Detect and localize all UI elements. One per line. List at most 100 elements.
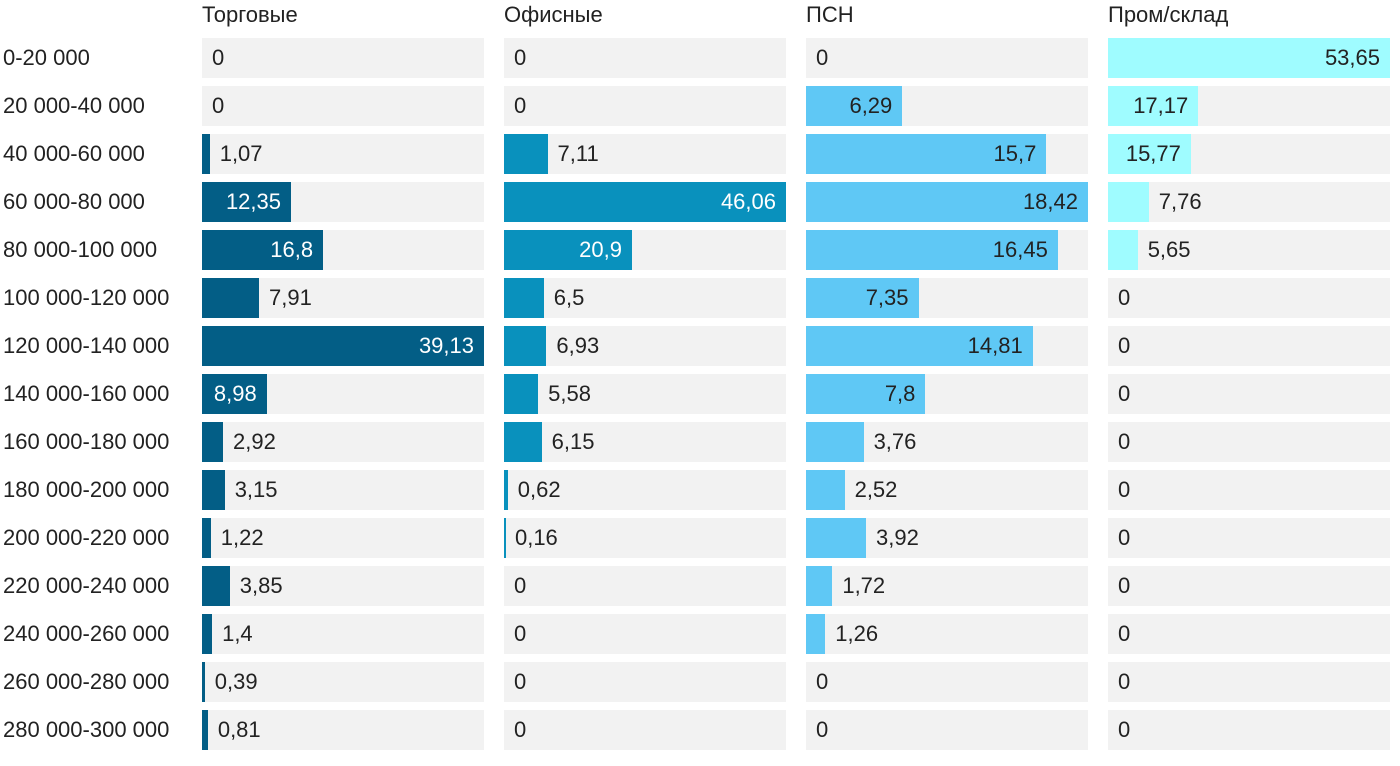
value-label: 0,39	[214, 669, 258, 694]
bar	[202, 134, 210, 174]
value-label: 0	[514, 717, 527, 742]
value-label: 0	[1118, 525, 1131, 550]
bar	[504, 182, 786, 222]
value-label: 16,8	[270, 237, 314, 262]
value-label: 0	[514, 621, 527, 646]
bar	[806, 326, 1033, 366]
bar-track: 0	[504, 38, 786, 78]
bar	[202, 662, 205, 702]
bar-track: 0	[504, 86, 786, 126]
bar-track: 5,58	[504, 374, 786, 414]
category-label: 280 000-300 000	[3, 717, 170, 742]
value-label: 7,8	[884, 381, 916, 406]
bar-track: 6,15	[504, 422, 786, 462]
bar-track: 20,9	[504, 230, 786, 270]
category-label: 80 000-100 000	[3, 237, 158, 262]
bar-track: 0,16	[504, 518, 786, 558]
bar-track: 6,29	[806, 86, 1088, 126]
value-label: 6,93	[556, 333, 600, 358]
bar-track: 5,65	[1108, 230, 1390, 270]
category-label: 100 000-120 000	[3, 285, 170, 310]
bar-track: 1,26	[806, 614, 1088, 654]
bar-track: 1,22	[202, 518, 484, 558]
category-label: 0-20 000	[3, 45, 90, 70]
bar-track: 8,98	[202, 374, 484, 414]
category-label: 240 000-260 000	[3, 621, 170, 646]
bar-track: 0	[1108, 518, 1390, 558]
value-label: 3,92	[876, 525, 919, 550]
value-label: 15,77	[1125, 141, 1181, 166]
bar	[202, 374, 267, 414]
bar-track: 15,7	[806, 134, 1088, 174]
value-label: 0	[816, 717, 829, 742]
bar-track: 1,4	[202, 614, 484, 654]
bar	[504, 422, 542, 462]
value-label: 1,72	[842, 573, 886, 598]
bar	[806, 470, 845, 510]
bar	[202, 710, 208, 750]
series-header: Офисные	[504, 2, 603, 27]
value-label: 46,06	[720, 189, 776, 214]
value-label: 0	[1118, 621, 1131, 646]
bar	[1108, 38, 1390, 78]
bar-track: 3,85	[202, 566, 484, 606]
value-label: 0	[212, 93, 225, 118]
bar-track: 7,8	[806, 374, 1088, 414]
value-label: 14,81	[967, 333, 1023, 358]
bar-track: 53,65	[1108, 38, 1390, 78]
value-label: 2,92	[233, 429, 276, 454]
value-label: 5,58	[548, 381, 591, 406]
bar-track: 15,77	[1108, 134, 1390, 174]
bar-track: 6,5	[504, 278, 786, 318]
category-label: 260 000-280 000	[3, 669, 170, 694]
bar	[806, 422, 864, 462]
bar-track: 1,07	[202, 134, 484, 174]
bar-track: 0	[1108, 614, 1390, 654]
category-label: 220 000-240 000	[3, 573, 170, 598]
bar-track: 16,45	[806, 230, 1088, 270]
bar	[806, 230, 1058, 270]
bar	[202, 470, 225, 510]
bar-track: 7,91	[202, 278, 484, 318]
category-label: 20 000-40 000	[3, 93, 145, 118]
value-label: 0	[1118, 669, 1131, 694]
value-label: 18,42	[1022, 189, 1078, 214]
bar	[806, 182, 1088, 222]
bar-track: 14,81	[806, 326, 1088, 366]
value-label: 0	[514, 93, 527, 118]
bar	[806, 374, 926, 414]
series-header: ПСН	[806, 2, 854, 27]
value-label: 0,81	[217, 717, 261, 742]
series-header: Пром/склад	[1108, 2, 1229, 27]
bar	[806, 134, 1047, 174]
bar-track: 0,39	[202, 662, 484, 702]
bar-track: 17,17	[1108, 86, 1390, 126]
bar	[806, 518, 866, 558]
bar-track: 0,62	[504, 470, 786, 510]
bar-track: 0	[202, 38, 484, 78]
bar-track: 16,8	[202, 230, 484, 270]
bar-track: 3,92	[806, 518, 1088, 558]
bar-track: 0	[806, 38, 1088, 78]
value-label: 0	[1118, 429, 1131, 454]
bar	[202, 230, 324, 270]
bar	[806, 566, 833, 606]
bar	[202, 518, 211, 558]
bar	[504, 278, 544, 318]
value-label: 7,91	[269, 285, 312, 310]
bar-track: 2,52	[806, 470, 1088, 510]
value-label: 0	[514, 669, 527, 694]
bar-track: 0	[202, 86, 484, 126]
value-label: 1,26	[835, 621, 879, 646]
bar-track: 18,42	[806, 182, 1088, 222]
bar-track: 0	[504, 710, 786, 750]
value-label: 0,62	[517, 477, 561, 502]
bar	[504, 134, 548, 174]
bar-track: 6,93	[504, 326, 786, 366]
value-label: 3,76	[873, 429, 917, 454]
bar-track: 0	[504, 614, 786, 654]
value-label: 2,52	[854, 477, 898, 502]
bar	[504, 230, 632, 270]
bar-track: 0,81	[202, 710, 484, 750]
